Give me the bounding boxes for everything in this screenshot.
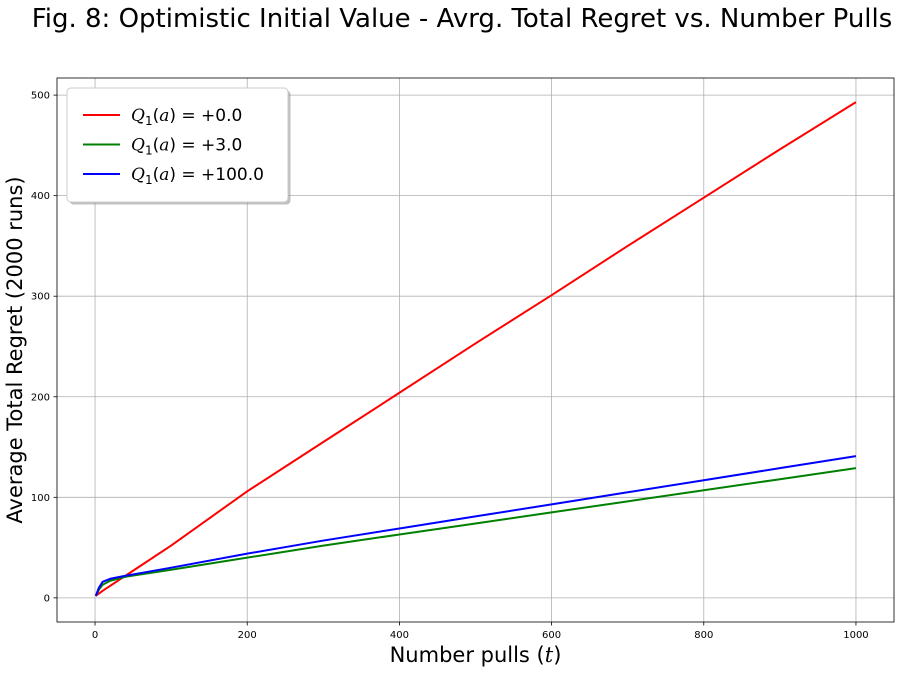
x-axis-label-variable: t [545,643,554,667]
y-tick-label-1: 100 [31,493,50,504]
y-tick-label-3: 300 [31,292,50,303]
series-lines [94,101,857,597]
legend-label-0: Q1(a) = +0.0 [131,106,242,128]
x-tick-label-1: 200 [238,630,257,641]
x-tick-label-0: 0 [92,630,98,641]
legend-box [66,87,289,203]
y-axis-label: Average Total Regret (2000 runs) [3,176,27,523]
x-axis-label: Number pulls (t) [390,643,562,667]
y-axis-ticks: 0 100 200 300 400 500 [31,91,57,604]
legend-label-2: Q1(a) = +100.0 [131,165,264,187]
x-tick-label-2: 400 [390,630,409,641]
y-tick-label-2: 200 [31,392,50,403]
series-line-2 [94,455,857,597]
x-tick-label-3: 600 [542,630,561,641]
series-line-1 [94,467,857,597]
x-tick-label-5: 1000 [843,630,868,641]
y-tick-label-0: 0 [44,593,50,604]
chart-title: Fig. 8: Optimistic Initial Value - Avrg.… [32,4,893,34]
y-tick-label-5: 500 [31,91,50,102]
x-axis-ticks: 0 200 400 600 800 1000 [92,622,869,641]
series-line-0 [95,101,857,597]
legend-label-1: Q1(a) = +3.0 [131,136,242,158]
legend: Q1(a) = +0.0 Q1(a) = +3.0 Q1(a) = +100.0 [66,87,291,205]
x-tick-label-4: 800 [694,630,713,641]
plot-frame [56,77,895,623]
y-tick-label-4: 400 [31,191,50,202]
